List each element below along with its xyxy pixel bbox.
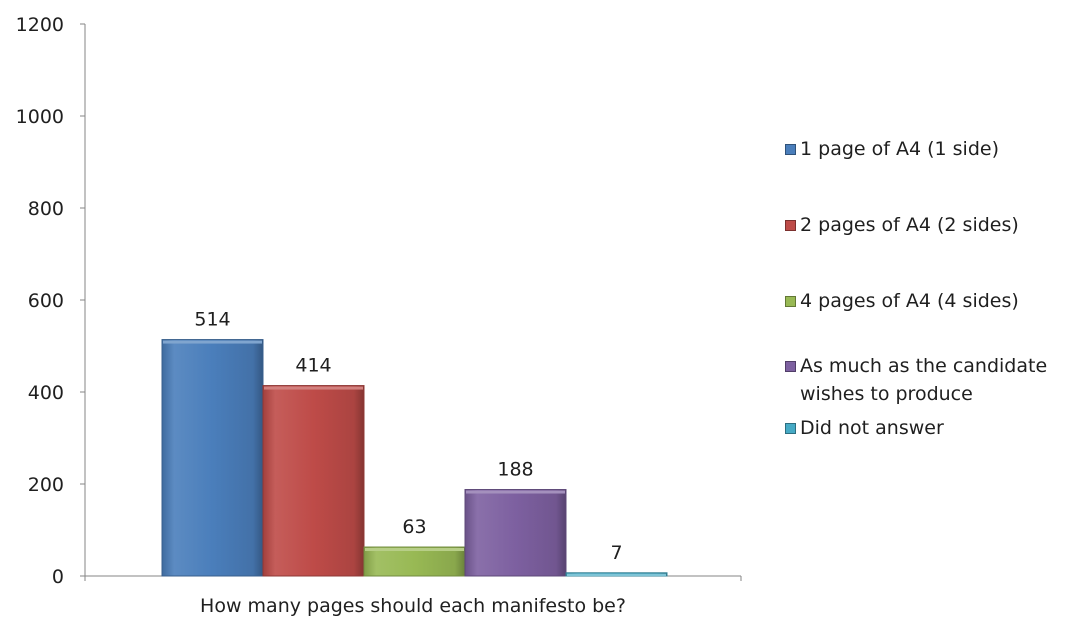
bars xyxy=(161,339,668,577)
data-labels: 514 414 63 188 7 xyxy=(194,309,622,564)
legend-item-as-much: As much as the candidate wishes to produ… xyxy=(785,352,1070,408)
y-tick-label: 1000 xyxy=(16,106,64,128)
legend-label-did-not-answer: Did not answer xyxy=(800,417,944,439)
legend-swatch-1-page xyxy=(785,144,796,155)
legend-item-1-page: 1 page of A4 (1 side) xyxy=(785,135,1071,173)
legend-swatch-4-pages xyxy=(785,296,796,307)
legend-swatch-did-not-answer xyxy=(785,423,796,434)
y-tick-label: 0 xyxy=(52,566,64,588)
bar-highlight xyxy=(466,490,565,494)
legend-item-4-pages: 4 pages of A4 (4 sides) xyxy=(785,287,1071,325)
y-tick-label: 800 xyxy=(28,198,64,220)
data-label-4: 188 xyxy=(497,459,533,481)
bar-2 xyxy=(262,385,365,577)
y-tick-label: 1200 xyxy=(16,14,64,36)
bar-highlight xyxy=(163,340,262,344)
legend-label-1-page: 1 page of A4 (1 side) xyxy=(800,138,999,160)
y-axis-ticks: 0 200 400 600 800 1000 1200 xyxy=(16,14,742,588)
bar-3 xyxy=(363,546,466,577)
x-category-label: How many pages should each manifesto be? xyxy=(200,595,626,617)
bar-highlight xyxy=(567,573,666,576)
y-tick-label: 400 xyxy=(28,382,64,404)
legend: 1 page of A4 (1 side) 2 pages of A4 (2 s… xyxy=(785,135,1071,442)
bar-highlight xyxy=(365,548,464,552)
legend-label-as-much: As much as the candidate wishes to produ… xyxy=(800,355,1048,405)
y-tick-label: 200 xyxy=(28,474,64,496)
data-label-5: 7 xyxy=(610,542,622,564)
legend-label-4-pages: 4 pages of A4 (4 sides) xyxy=(800,290,1019,312)
bar-highlight xyxy=(264,386,363,390)
legend-swatch-as-much xyxy=(785,361,796,372)
legend-item-2-pages: 2 pages of A4 (2 sides) xyxy=(785,211,1071,249)
data-label-3: 63 xyxy=(402,516,426,538)
legend-swatch-2-pages xyxy=(785,220,796,231)
legend-item-did-not-answer: Did not answer xyxy=(785,414,1071,442)
legend-label-2-pages: 2 pages of A4 (2 sides) xyxy=(800,214,1019,236)
data-label-2: 414 xyxy=(295,355,331,377)
data-label-1: 514 xyxy=(194,309,230,331)
bar-4 xyxy=(464,489,567,577)
bar-1 xyxy=(161,339,264,577)
y-tick-label: 600 xyxy=(28,290,64,312)
